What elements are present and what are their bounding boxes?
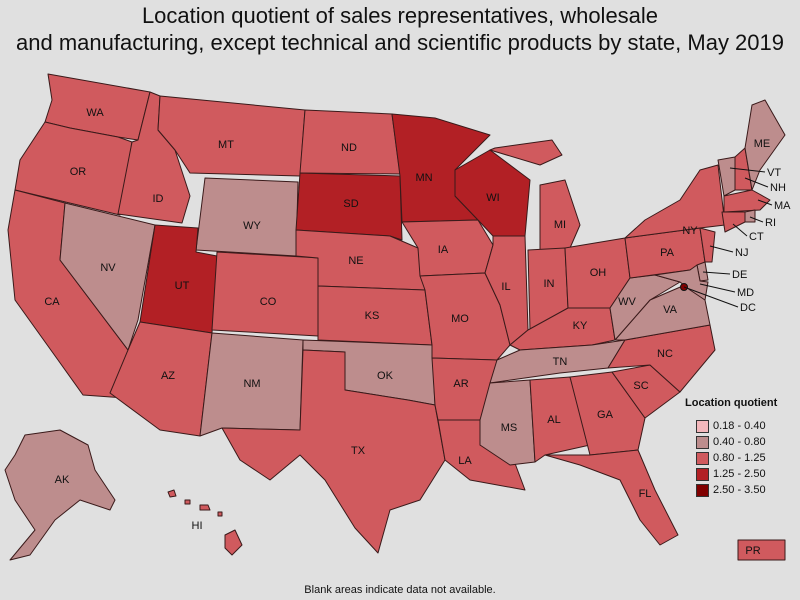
label-sd: SD — [343, 198, 358, 210]
map-title: Location quotient of sales representativ… — [0, 2, 800, 56]
label-wv: WV — [618, 296, 636, 308]
label-il: IL — [501, 281, 510, 293]
label-pa: PA — [660, 247, 675, 259]
label-sc: SC — [633, 380, 648, 392]
label-ar: AR — [453, 378, 468, 390]
state-fl[interactable] — [544, 449, 679, 546]
label-ks: KS — [365, 310, 380, 322]
title-line-2: and manufacturing, except technical and … — [16, 30, 784, 55]
label-nv: NV — [100, 262, 116, 274]
legend-item: 0.40 - 0.80 — [685, 434, 800, 450]
label-mo: MO — [451, 313, 469, 325]
label-ca: CA — [44, 296, 60, 308]
legend-title: Location quotient — [685, 397, 778, 409]
label-pr: PR — [745, 545, 760, 557]
state-sd[interactable] — [295, 172, 403, 241]
label-wa: WA — [86, 107, 104, 119]
label-nh: NH — [770, 182, 786, 194]
legend-item: 2.50 - 3.50 — [685, 482, 800, 498]
label-nm: NM — [243, 378, 260, 390]
legend-label: 1.25 - 2.50 — [713, 468, 766, 480]
label-ri: RI — [765, 217, 776, 229]
label-ak: AK — [55, 474, 70, 486]
label-ms: MS — [501, 422, 518, 434]
label-co: CO — [260, 296, 277, 308]
label-ne: NE — [348, 255, 363, 267]
state-mi[interactable] — [489, 139, 581, 251]
label-mi: MI — [554, 219, 566, 231]
legend-label: 2.50 - 3.50 — [713, 484, 766, 496]
label-de: DE — [732, 269, 747, 281]
label-wy: WY — [243, 220, 261, 232]
legend-swatch — [696, 483, 709, 497]
label-la: LA — [458, 455, 472, 467]
label-or: OR — [70, 166, 87, 178]
footnote: Blank areas indicate data not available. — [304, 584, 496, 596]
leader-lines — [683, 167, 773, 308]
state-pr[interactable] — [737, 539, 786, 561]
legend-swatch — [696, 435, 709, 449]
label-az: AZ — [161, 370, 175, 382]
label-ut: UT — [175, 280, 190, 292]
state-co[interactable] — [211, 251, 321, 337]
state-nv[interactable] — [59, 202, 156, 351]
label-nd: ND — [341, 142, 357, 154]
label-oh: OH — [590, 267, 607, 279]
label-fl: FL — [639, 488, 652, 500]
label-id: ID — [153, 193, 164, 205]
label-wi: WI — [486, 192, 499, 204]
label-ok: OK — [377, 370, 394, 382]
legend-swatch — [696, 467, 709, 481]
label-md: MD — [737, 287, 754, 299]
state-nj[interactable] — [699, 227, 716, 263]
state-hi[interactable] — [167, 489, 243, 556]
legend-label: 0.80 - 1.25 — [713, 452, 766, 464]
label-va: VA — [663, 304, 678, 316]
legend-label: 0.40 - 0.80 — [713, 436, 766, 448]
label-nj: NJ — [735, 247, 748, 259]
legend: Location quotient 0.18 - 0.40 0.40 - 0.8… — [685, 397, 800, 498]
label-ct: CT — [749, 231, 764, 243]
label-ia: IA — [438, 244, 449, 256]
label-ny: NY — [682, 225, 698, 237]
state-wy[interactable] — [195, 177, 299, 257]
legend-item: 0.18 - 0.40 — [685, 418, 800, 434]
state-ak[interactable] — [4, 429, 116, 561]
label-ga: GA — [597, 409, 614, 421]
label-vt: VT — [767, 167, 781, 179]
legend-swatch — [696, 451, 709, 465]
label-mn: MN — [415, 172, 432, 184]
label-ma: MA — [774, 200, 791, 212]
legend-label: 0.18 - 0.40 — [713, 420, 766, 432]
label-al: AL — [547, 414, 560, 426]
legend-swatch — [696, 419, 709, 433]
legend-item: 0.80 - 1.25 — [685, 450, 800, 466]
label-mt: MT — [218, 139, 234, 151]
state-ny[interactable] — [624, 164, 726, 239]
state-ga[interactable] — [569, 371, 646, 456]
label-dc: DC — [740, 302, 756, 314]
state-il[interactable] — [484, 235, 529, 346]
label-nc: NC — [657, 348, 673, 360]
label-in: IN — [544, 278, 555, 290]
label-tx: TX — [351, 445, 366, 457]
label-tn: TN — [553, 356, 568, 368]
state-ma[interactable] — [723, 189, 771, 213]
state-ri[interactable] — [744, 209, 756, 223]
legend-item: 1.25 - 2.50 — [685, 466, 800, 482]
label-hi: HI — [192, 520, 203, 532]
title-line-1: Location quotient of sales representativ… — [141, 3, 659, 28]
label-me: ME — [754, 138, 771, 150]
state-ct[interactable] — [721, 211, 746, 233]
label-ky: KY — [573, 320, 588, 332]
state-tx[interactable] — [221, 349, 446, 554]
